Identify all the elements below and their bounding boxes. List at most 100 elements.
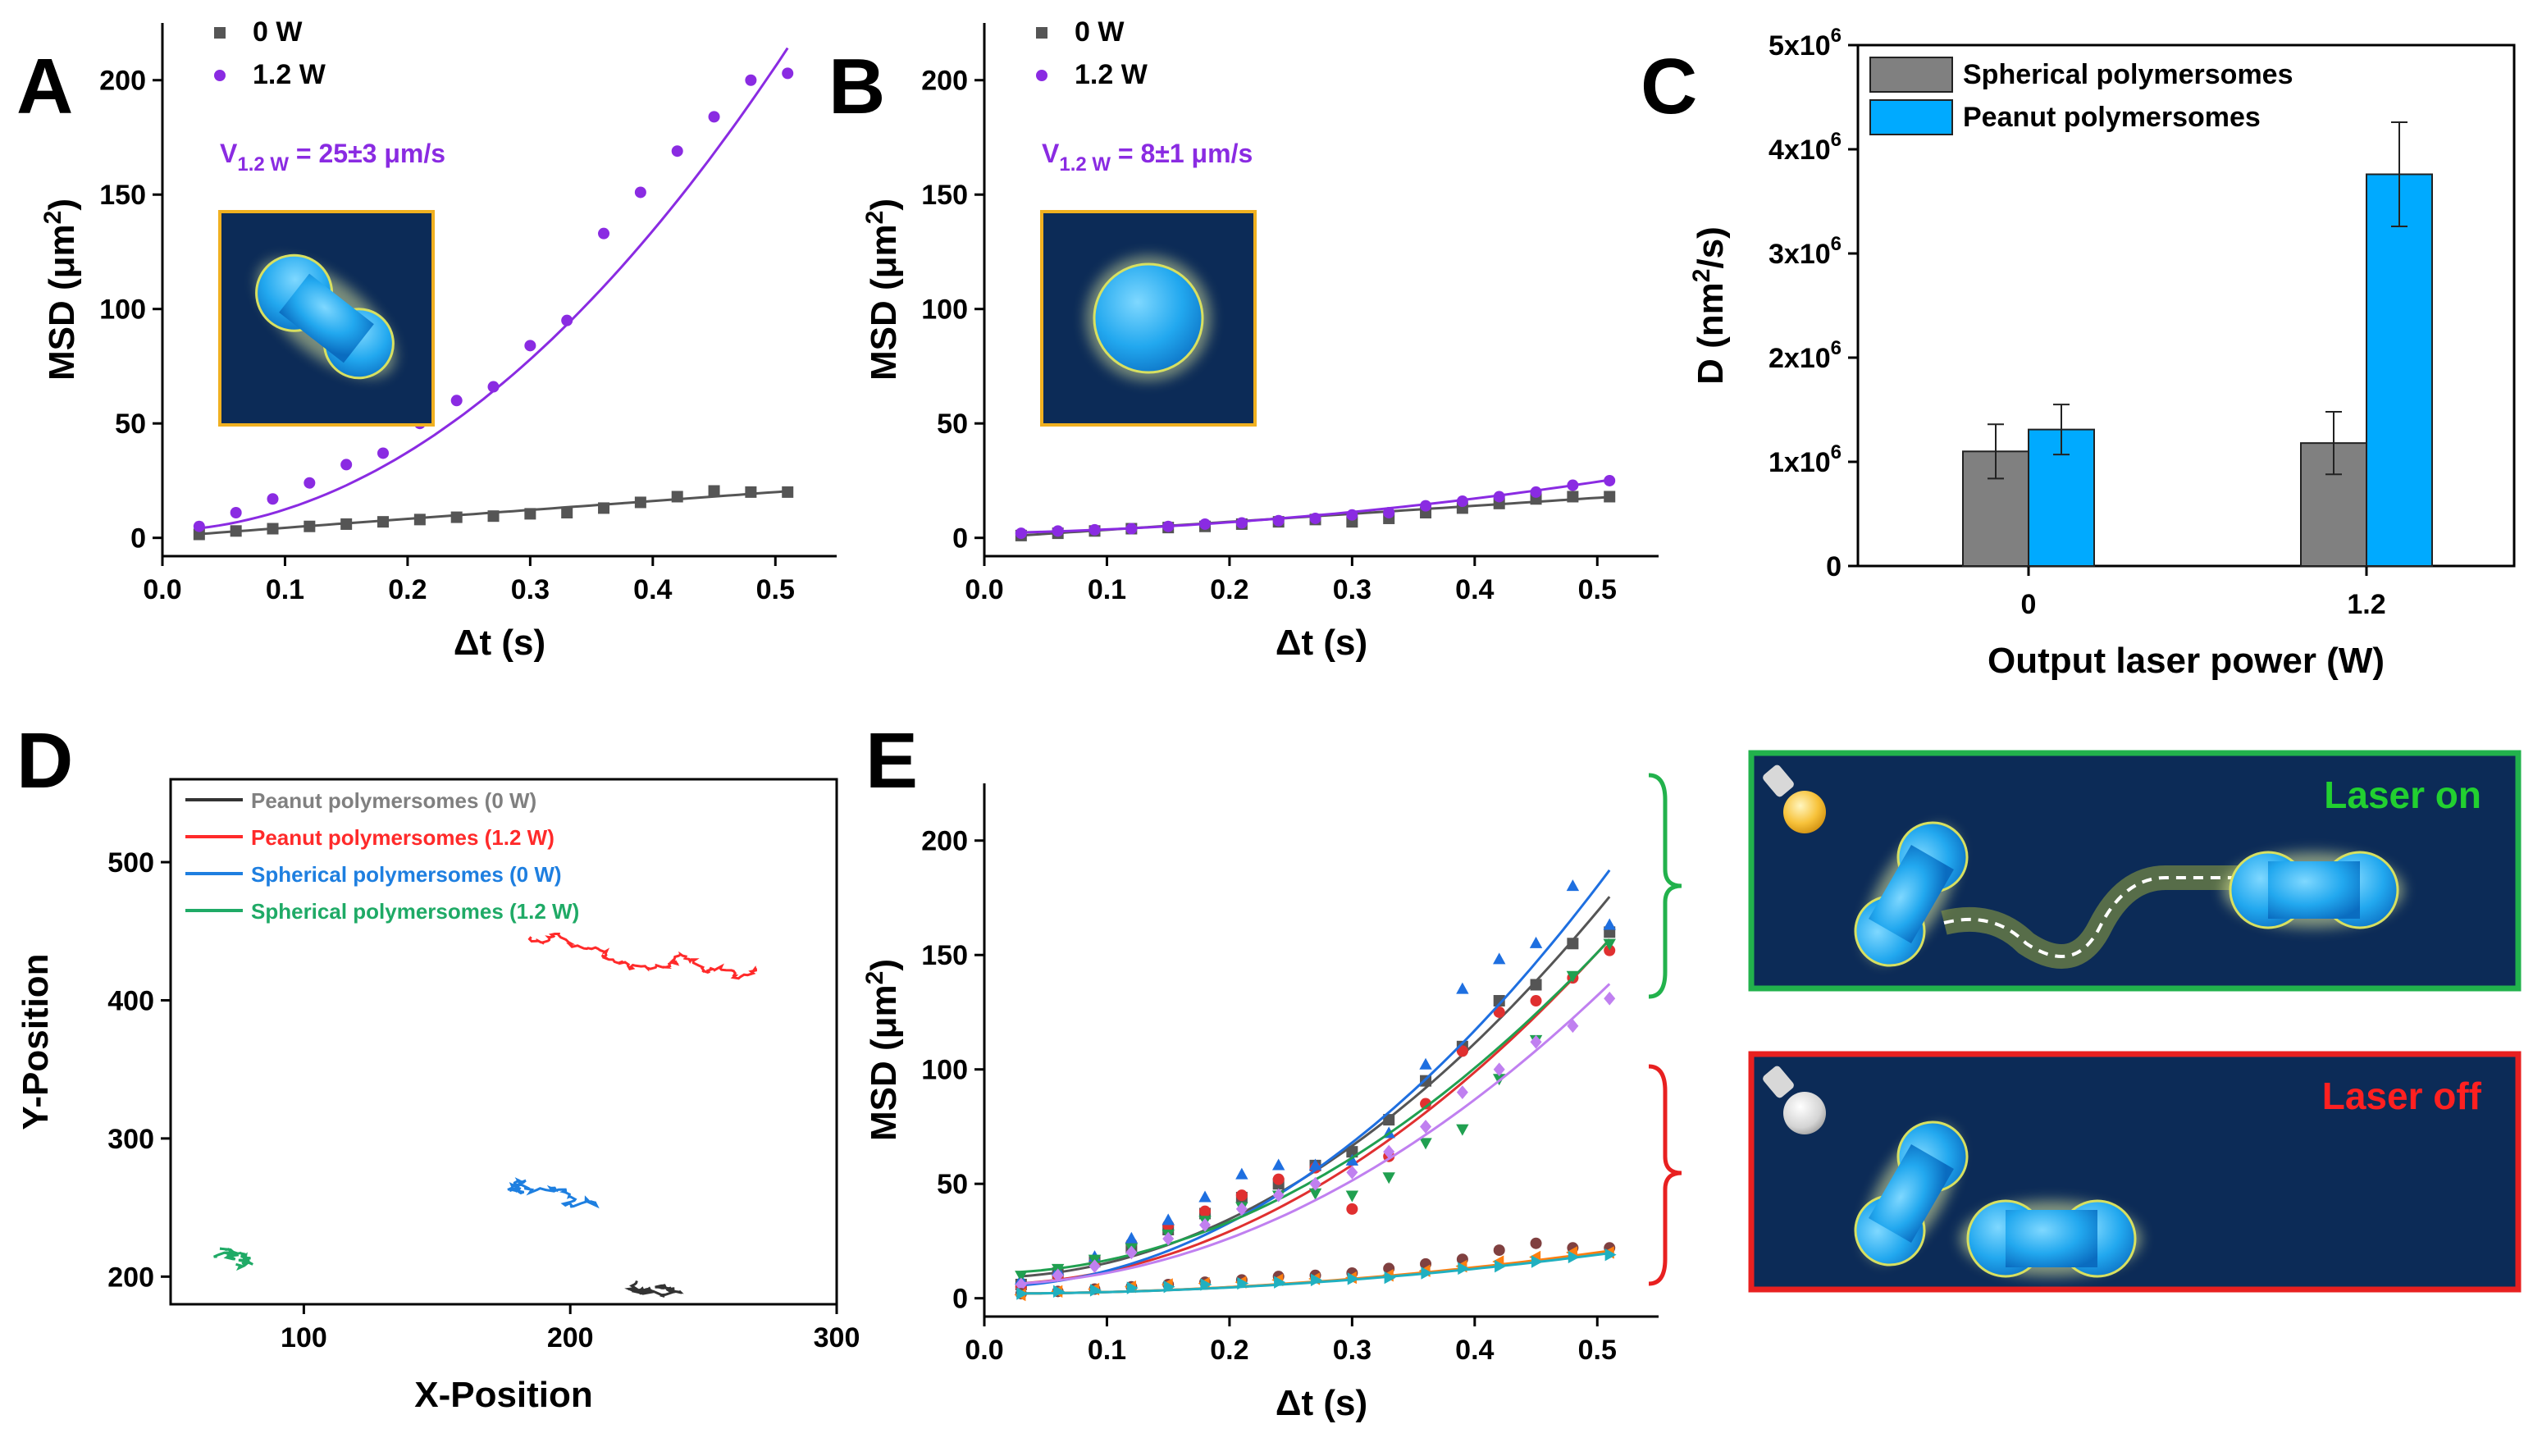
data-point	[1015, 1271, 1028, 1283]
x-tick-label: 0.3	[1333, 574, 1371, 605]
data-point	[1456, 495, 1468, 508]
trajectory-line	[624, 1280, 684, 1298]
green-brace-icon	[1648, 773, 1682, 999]
data-point	[1052, 1268, 1064, 1283]
data-point	[230, 525, 242, 537]
data-point	[671, 491, 683, 503]
data-point	[1272, 1188, 1285, 1203]
red-brace-icon	[1648, 1064, 1682, 1286]
data-point	[1458, 1262, 1470, 1276]
data-point	[1308, 1188, 1322, 1200]
data-point	[1346, 1165, 1358, 1180]
data-point	[782, 486, 794, 498]
data-point	[1125, 1245, 1138, 1260]
x-tick-label: 0.0	[965, 1335, 1003, 1366]
y-tick-label: 150	[921, 180, 968, 211]
data-point	[1567, 491, 1579, 503]
data-point	[1198, 1190, 1212, 1203]
data-point	[340, 518, 353, 530]
data-point	[1235, 1202, 1248, 1216]
y-tick-label: 150	[99, 180, 146, 211]
msd-plot-b: 0.0 0.1 0.2 0.3 0.4 0.5 0 50 100 150 200 Δt (s) MSD …	[861, 16, 1659, 663]
data-point	[304, 477, 316, 489]
data-point	[1420, 500, 1432, 512]
y-axis-label: Y-Position	[16, 953, 56, 1130]
y-tick-label: 0	[952, 523, 968, 555]
data-point	[487, 510, 500, 523]
x-tick-label: 0.4	[633, 574, 672, 605]
panel-letter-a: A	[16, 43, 73, 130]
laser-on-box: Laser on	[1748, 750, 2522, 992]
data-point	[1199, 1218, 1212, 1232]
data-point	[340, 459, 353, 471]
x-axis-label: X-Position	[414, 1375, 593, 1415]
data-point	[561, 506, 573, 518]
data-point	[1567, 938, 1579, 950]
data-point	[1345, 1153, 1359, 1166]
laser-schematic: Laser on	[1648, 750, 2522, 1293]
trajectory-line	[507, 1177, 600, 1209]
panel-d: D 100 200 300 200 300 400 500 X-Position Y-Posit…	[16, 717, 860, 1415]
x-tick-label: 0.4	[1455, 1335, 1494, 1366]
legend-marker	[214, 70, 226, 81]
panel-c: C 0 1x106 2x106 3x106 4x106 5x106 0 1.2 Spherica…	[1641, 25, 2516, 681]
series-group	[1014, 869, 1617, 1302]
inset-image	[1040, 210, 1257, 427]
bulb-on-icon	[1763, 765, 1826, 833]
data-point	[1421, 1267, 1433, 1280]
data-point	[1530, 979, 1542, 991]
legend-label: 0 W	[1075, 16, 1125, 48]
data-point	[598, 502, 610, 514]
y-tick-label: 200	[921, 826, 968, 857]
data-point	[1566, 970, 1580, 983]
data-point	[1346, 1203, 1358, 1215]
peanut-polymersome-moving-icon	[2223, 851, 2403, 929]
legend-marker	[1036, 27, 1047, 39]
x-tick-label: 0.0	[143, 574, 181, 605]
data-point	[1199, 518, 1212, 530]
y-tick-label: 300	[107, 1124, 154, 1155]
data-point	[1495, 1259, 1507, 1273]
x-tick-label: 0.4	[1455, 574, 1494, 605]
panel-letter-d: D	[16, 717, 73, 805]
data-point	[671, 145, 683, 157]
data-point	[1604, 474, 1616, 486]
trajectory-line	[213, 1247, 253, 1271]
trajectory-dash	[1943, 876, 2239, 958]
y-tick-label: 3x106	[1769, 233, 1842, 270]
data-point	[1309, 512, 1321, 524]
data-point	[1272, 514, 1285, 527]
legend-label: Peanut polymersomes (0 W)	[251, 788, 536, 813]
data-point	[1529, 936, 1543, 948]
data-point	[230, 506, 242, 518]
data-point	[487, 381, 500, 393]
panel-e: E 0.0 0.1 0.2 0.3 0.4 0.5 0 50 100 150 200 Δt (s) MS…	[861, 717, 1659, 1423]
data-point	[1271, 1158, 1285, 1171]
y-tick-label: 50	[937, 409, 968, 440]
y-tick-label: 400	[107, 985, 154, 1016]
x-tick-label: 0.5	[1578, 1335, 1617, 1366]
data-point	[1567, 479, 1579, 491]
y-tick-label: 50	[937, 1169, 968, 1200]
legend-label: 1.2 W	[253, 59, 326, 90]
fit-line	[1020, 938, 1611, 1274]
data-point	[1162, 520, 1175, 532]
x-tick-label: 100	[281, 1322, 327, 1353]
data-point	[1419, 1057, 1432, 1070]
y-tick-label: 1x106	[1769, 441, 1842, 478]
data-point	[450, 395, 463, 407]
legend-label: Spherical polymersomes	[1963, 59, 2293, 90]
data-point	[1310, 1273, 1322, 1287]
data-point	[1015, 527, 1027, 540]
data-point	[1163, 1280, 1175, 1294]
x-tick-label: 0.5	[1578, 574, 1617, 605]
data-point	[1419, 1138, 1432, 1150]
velocity-annotation: V1.2 W = 8±1 μm/s	[1042, 139, 1253, 176]
data-point	[598, 227, 610, 240]
peanut-inset-icon	[255, 253, 395, 380]
data-point	[267, 493, 279, 505]
panel-letter-b: B	[828, 43, 885, 130]
diffusion-bar-chart: 0 1x106 2x106 3x106 4x106 5x106 0 1.2 Spherical …	[1688, 25, 2516, 681]
msd-plot-e: 0.0 0.1 0.2 0.3 0.4 0.5 0 50 100 150 200 Δt (s) MSD …	[861, 783, 1659, 1423]
y-tick-label: 200	[921, 66, 968, 97]
